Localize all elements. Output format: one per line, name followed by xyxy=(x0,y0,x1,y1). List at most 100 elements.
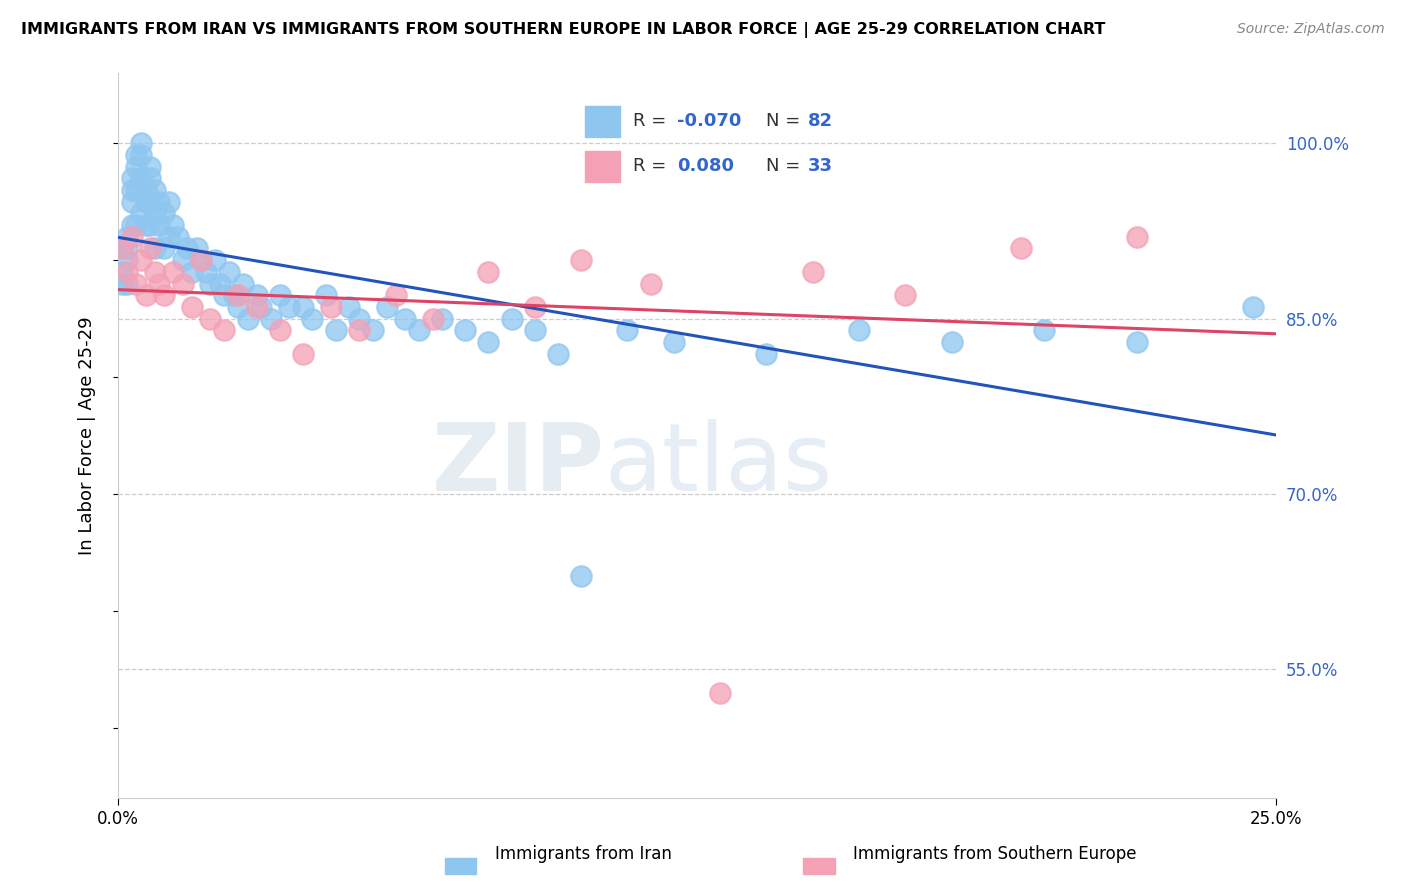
Point xyxy=(135,288,157,302)
Point xyxy=(269,288,291,302)
Text: atlas: atlas xyxy=(605,418,832,510)
Point xyxy=(115,229,138,244)
Point xyxy=(125,148,148,162)
Point xyxy=(941,334,963,349)
Point xyxy=(200,311,222,326)
Point xyxy=(204,253,226,268)
Point xyxy=(121,194,143,209)
Point xyxy=(121,183,143,197)
Point xyxy=(148,277,170,291)
Bar xyxy=(444,858,477,874)
Point xyxy=(111,265,134,279)
Point xyxy=(394,311,416,326)
Point xyxy=(139,194,162,209)
Point xyxy=(640,277,662,291)
Point xyxy=(339,300,361,314)
Text: Source: ZipAtlas.com: Source: ZipAtlas.com xyxy=(1237,22,1385,37)
Point xyxy=(315,288,337,302)
Point xyxy=(250,300,273,314)
Point xyxy=(125,160,148,174)
Point xyxy=(135,218,157,232)
Point xyxy=(115,265,138,279)
Point xyxy=(801,265,824,279)
Point xyxy=(430,311,453,326)
Point xyxy=(523,323,546,337)
Point xyxy=(129,253,152,268)
Text: Immigrants from Southern Europe: Immigrants from Southern Europe xyxy=(853,846,1137,863)
Point xyxy=(181,265,204,279)
Point xyxy=(153,206,176,220)
Text: IMMIGRANTS FROM IRAN VS IMMIGRANTS FROM SOUTHERN EUROPE IN LABOR FORCE | AGE 25-: IMMIGRANTS FROM IRAN VS IMMIGRANTS FROM … xyxy=(21,22,1105,38)
Point xyxy=(246,288,269,302)
Point xyxy=(129,136,152,150)
Point xyxy=(167,229,190,244)
Point xyxy=(157,229,180,244)
Point xyxy=(190,253,212,268)
Point xyxy=(222,288,245,302)
Point xyxy=(301,311,323,326)
Point xyxy=(325,323,347,337)
Point xyxy=(111,241,134,255)
Point xyxy=(361,323,384,337)
Point xyxy=(121,229,143,244)
Point xyxy=(236,311,259,326)
Point xyxy=(755,347,778,361)
Point xyxy=(135,183,157,197)
Point xyxy=(111,277,134,291)
Point xyxy=(143,265,166,279)
Point xyxy=(422,311,444,326)
Point xyxy=(125,218,148,232)
Text: ZIP: ZIP xyxy=(432,418,605,510)
Point xyxy=(176,241,198,255)
Point xyxy=(1010,241,1032,255)
Point xyxy=(121,218,143,232)
Point xyxy=(477,334,499,349)
Point xyxy=(226,288,249,302)
Point xyxy=(260,311,283,326)
Point xyxy=(569,253,592,268)
Point xyxy=(200,277,222,291)
Text: Immigrants from Iran: Immigrants from Iran xyxy=(495,846,672,863)
Point xyxy=(208,277,231,291)
Bar xyxy=(803,858,835,874)
Point xyxy=(139,171,162,186)
Point xyxy=(347,311,370,326)
Point xyxy=(121,171,143,186)
Point xyxy=(148,194,170,209)
Point xyxy=(523,300,546,314)
Point xyxy=(616,323,638,337)
Point xyxy=(292,300,315,314)
Y-axis label: In Labor Force | Age 25-29: In Labor Force | Age 25-29 xyxy=(79,317,96,555)
Point xyxy=(129,148,152,162)
Point xyxy=(139,241,162,255)
Point xyxy=(709,686,731,700)
Point xyxy=(162,265,184,279)
Point xyxy=(232,277,254,291)
Point xyxy=(547,347,569,361)
Point xyxy=(143,183,166,197)
Point xyxy=(408,323,430,337)
Point xyxy=(226,300,249,314)
Point xyxy=(139,160,162,174)
Point xyxy=(115,277,138,291)
Point xyxy=(385,288,408,302)
Point xyxy=(125,183,148,197)
Point xyxy=(162,218,184,232)
Point xyxy=(111,241,134,255)
Point xyxy=(172,277,194,291)
Point xyxy=(194,265,217,279)
Point xyxy=(662,334,685,349)
Point xyxy=(1126,334,1149,349)
Point xyxy=(115,253,138,268)
Point xyxy=(135,194,157,209)
Point xyxy=(569,569,592,583)
Point xyxy=(1033,323,1056,337)
Point xyxy=(501,311,523,326)
Point xyxy=(139,218,162,232)
Point xyxy=(218,265,240,279)
Point xyxy=(347,323,370,337)
Point xyxy=(319,300,342,314)
Point xyxy=(186,241,208,255)
Point xyxy=(848,323,870,337)
Point xyxy=(125,277,148,291)
